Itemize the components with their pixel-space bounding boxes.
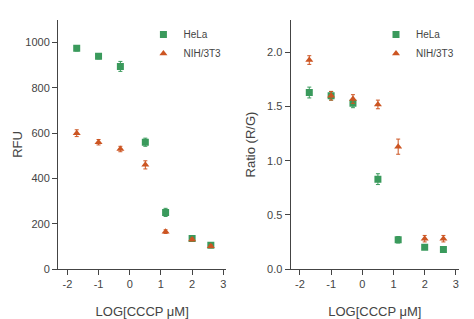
svg-text:0: 0 xyxy=(359,278,365,290)
svg-text:0.0: 0.0 xyxy=(267,263,282,275)
svg-text:600: 600 xyxy=(31,127,49,139)
svg-text:2.0: 2.0 xyxy=(267,46,282,58)
svg-text:1.5: 1.5 xyxy=(267,100,282,112)
svg-text:-2: -2 xyxy=(62,278,72,290)
svg-text:-2: -2 xyxy=(295,278,305,290)
svg-text:LOG[CCCP μM]: LOG[CCCP μM] xyxy=(96,304,189,319)
svg-text:1: 1 xyxy=(390,278,396,290)
svg-text:HeLa: HeLa xyxy=(416,29,440,40)
svg-text:1: 1 xyxy=(158,278,164,290)
svg-text:800: 800 xyxy=(31,82,49,94)
svg-text:1000: 1000 xyxy=(25,36,49,48)
svg-text:Ratio (R/G): Ratio (R/G) xyxy=(243,112,258,178)
svg-text:-1: -1 xyxy=(326,278,336,290)
svg-text:0: 0 xyxy=(44,263,50,275)
svg-text:200: 200 xyxy=(31,218,49,230)
svg-text:NIH/3T3: NIH/3T3 xyxy=(183,48,221,59)
svg-text:0.5: 0.5 xyxy=(267,209,282,221)
svg-text:-1: -1 xyxy=(94,278,104,290)
svg-text:3: 3 xyxy=(453,278,459,290)
svg-text:1.0: 1.0 xyxy=(267,155,282,167)
svg-text:2: 2 xyxy=(422,278,428,290)
svg-text:NIH/3T3: NIH/3T3 xyxy=(416,48,454,59)
svg-text:RFU: RFU xyxy=(10,131,25,158)
svg-text:2: 2 xyxy=(189,278,195,290)
svg-text:0: 0 xyxy=(127,278,133,290)
svg-text:HeLa: HeLa xyxy=(183,29,207,40)
svg-text:LOG[CCCP μM]: LOG[CCCP μM] xyxy=(328,304,421,319)
svg-text:3: 3 xyxy=(220,278,226,290)
svg-text:400: 400 xyxy=(31,172,49,184)
